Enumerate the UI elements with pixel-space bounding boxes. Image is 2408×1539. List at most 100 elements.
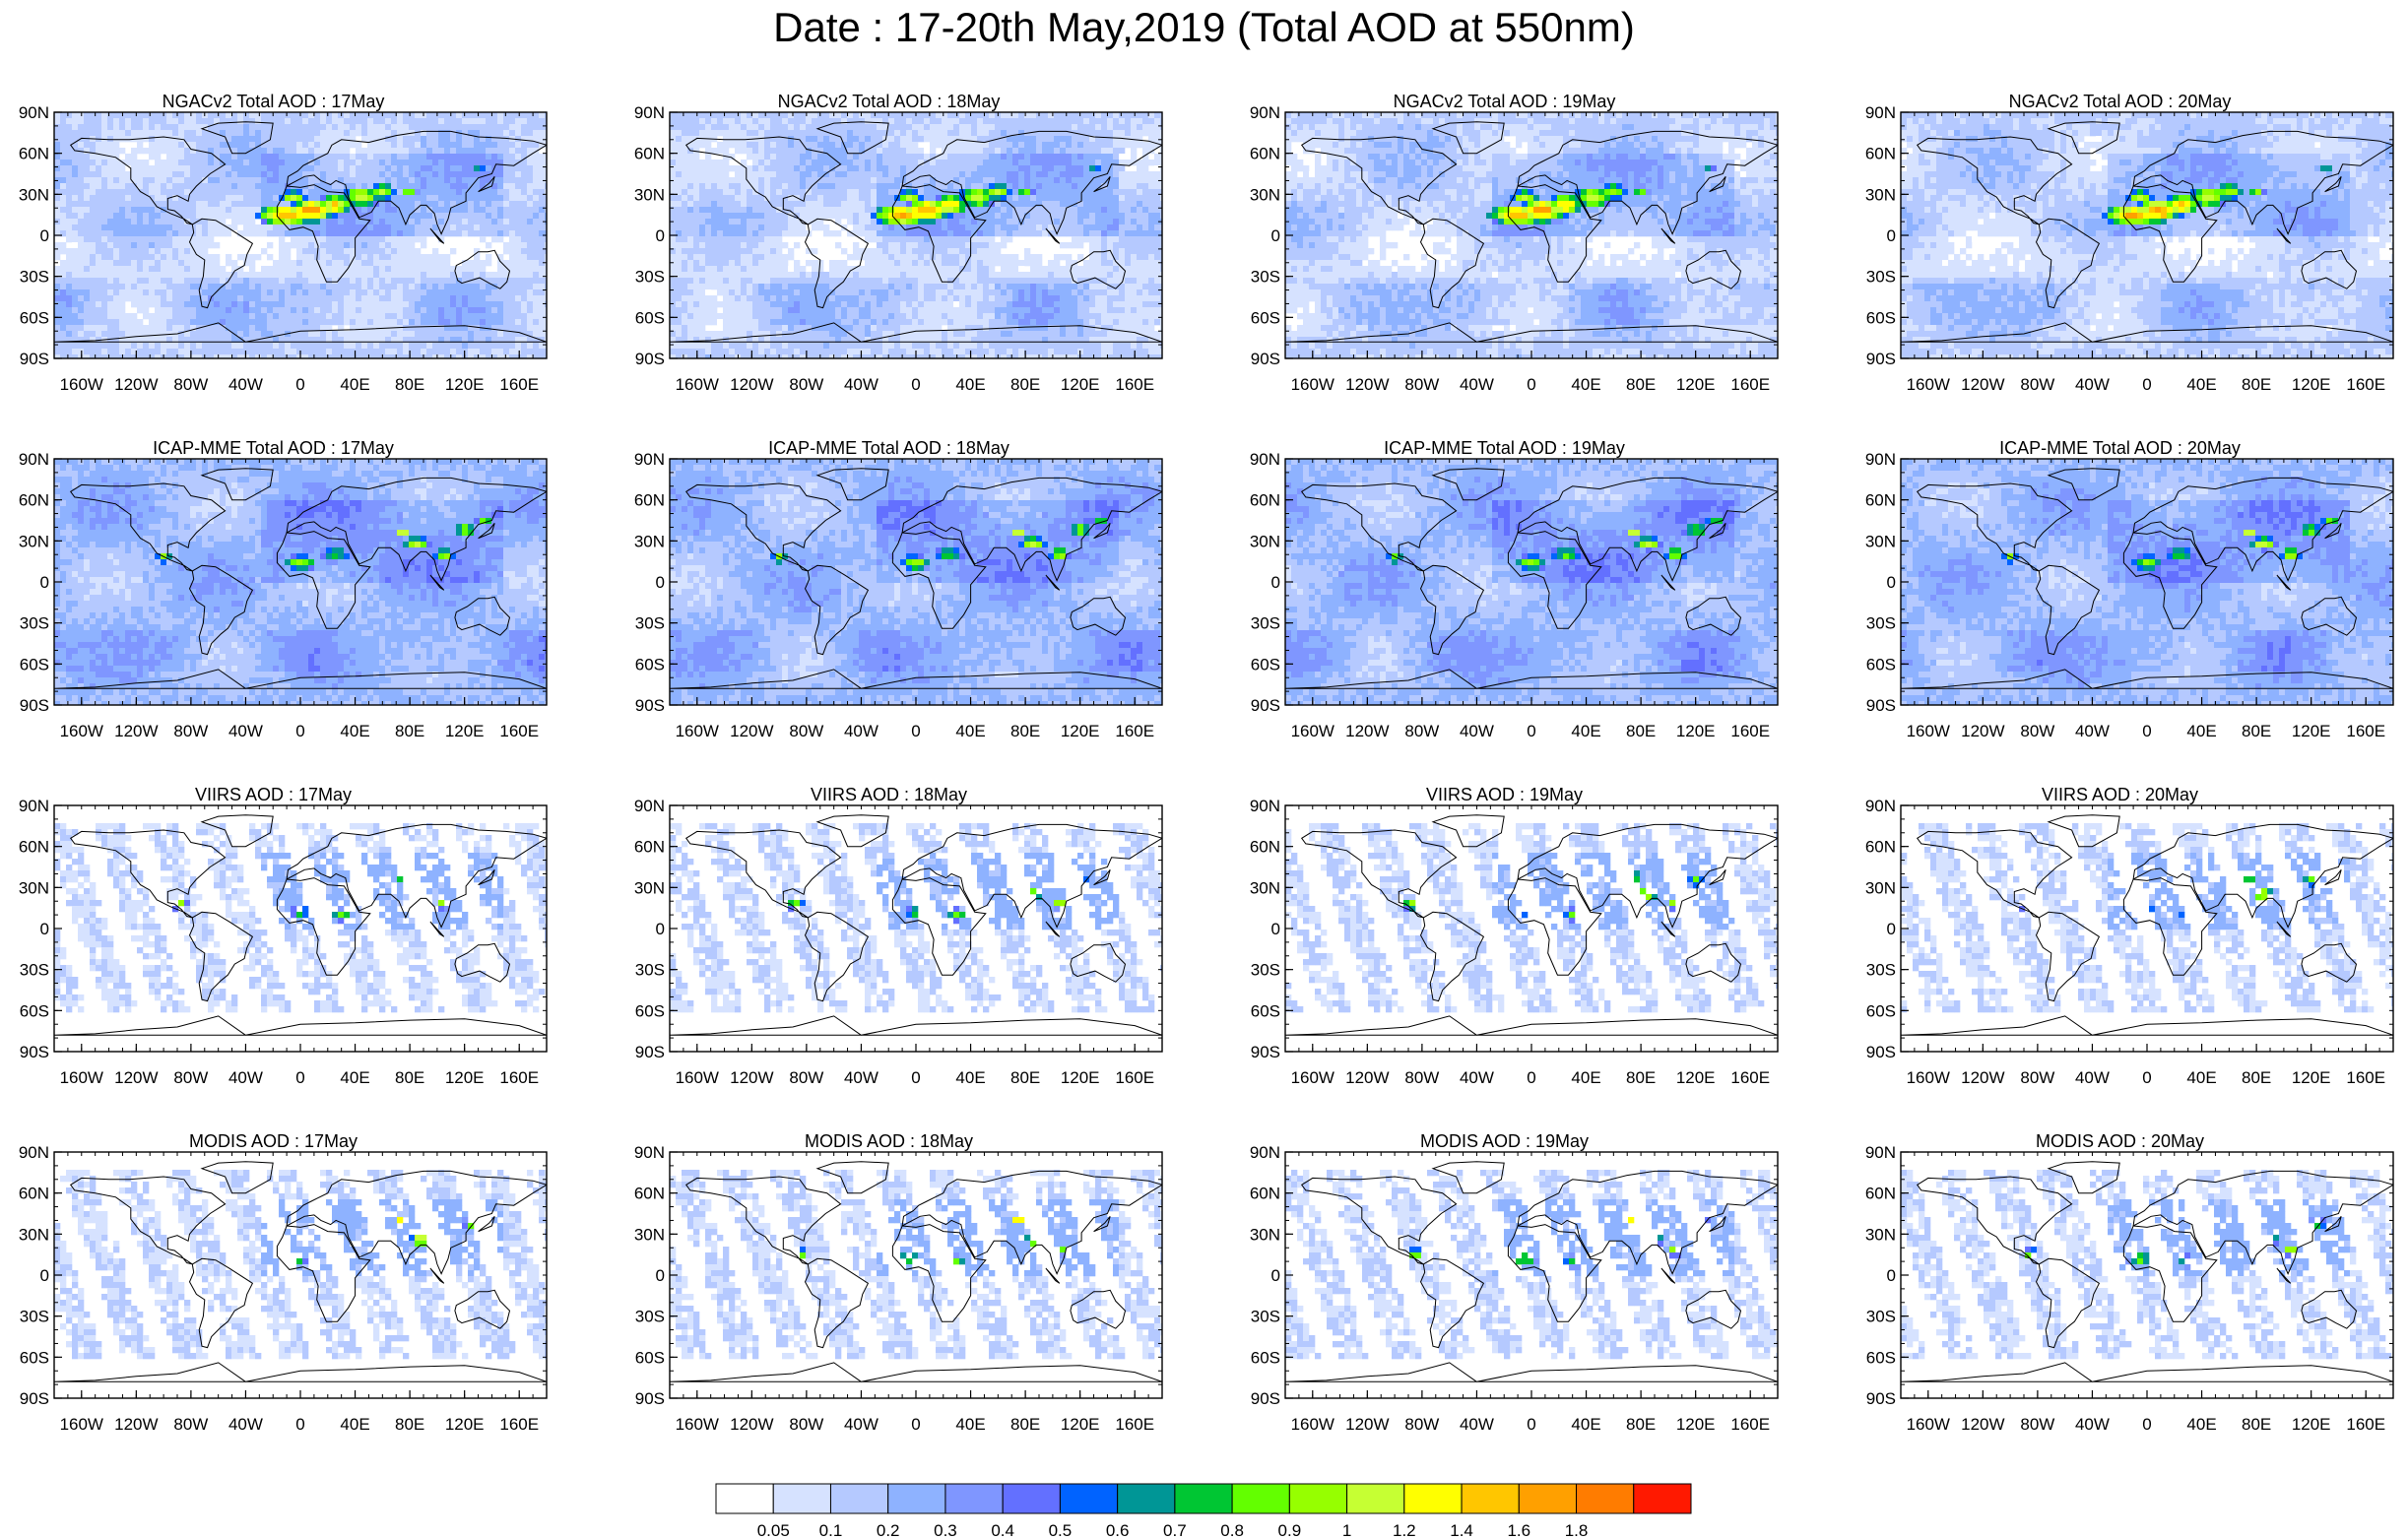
- aod-cell: [533, 165, 540, 172]
- aod-cell: [166, 177, 173, 184]
- aod-cell: [119, 289, 126, 296]
- aod-cell: [361, 319, 368, 326]
- aod-cell: [1072, 136, 1078, 143]
- aod-cell: [361, 189, 368, 196]
- aod-cell: [308, 154, 315, 160]
- aod-cell: [356, 142, 362, 149]
- aod-cell: [865, 207, 872, 214]
- aod-cell: [1048, 154, 1055, 160]
- aod-cell: [800, 183, 807, 190]
- aod-cell: [161, 224, 167, 231]
- aod-cell: [84, 343, 91, 350]
- aod-cell: [474, 230, 481, 237]
- aod-cell: [877, 112, 883, 119]
- aod-cell: [54, 325, 61, 332]
- aod-cell: [285, 219, 292, 225]
- aod-cell: [421, 331, 427, 338]
- aod-cell: [344, 278, 351, 285]
- aod-cell: [509, 313, 516, 320]
- aod-cell: [521, 319, 528, 326]
- aod-cell: [208, 319, 215, 326]
- aod-cell: [178, 307, 185, 314]
- aod-cell: [66, 189, 73, 196]
- aod-cell: [367, 260, 374, 267]
- aod-cell: [497, 331, 504, 338]
- aod-cell: [344, 313, 351, 320]
- aod-cell: [1036, 142, 1043, 149]
- aod-cell: [107, 272, 114, 279]
- aod-cell: [415, 224, 422, 231]
- aod-cell: [480, 301, 487, 308]
- aod-cell: [143, 301, 150, 308]
- aod-cell: [84, 301, 91, 308]
- aod-cell: [273, 118, 280, 125]
- aod-cell: [60, 171, 67, 178]
- aod-cell: [373, 142, 380, 149]
- aod-cell: [865, 124, 872, 131]
- aod-cell: [397, 118, 404, 125]
- aod-cell: [486, 295, 492, 302]
- aod-cell: [326, 112, 333, 119]
- aod-cell: [72, 343, 79, 350]
- aod-cell: [480, 354, 487, 358]
- aod-cell: [1142, 213, 1149, 220]
- aod-cell: [202, 183, 209, 190]
- aod-cell: [965, 142, 972, 149]
- aod-cell: [237, 343, 244, 350]
- aod-cell: [965, 130, 972, 137]
- aod-cell: [54, 224, 61, 231]
- aod-cell: [752, 112, 759, 119]
- aod-cell: [924, 213, 931, 220]
- aod-cell: [1001, 201, 1008, 208]
- aod-cell: [373, 160, 380, 166]
- aod-cell: [503, 177, 510, 184]
- aod-cell: [66, 219, 73, 225]
- aod-cell: [497, 224, 504, 231]
- aod-cell: [397, 349, 404, 355]
- aod-cell: [367, 136, 374, 143]
- aod-cell: [971, 171, 978, 178]
- aod-cell: [220, 154, 227, 160]
- aod-cell: [113, 236, 120, 243]
- aod-cell: [291, 272, 297, 279]
- aod-cell: [450, 142, 457, 149]
- aod-cell: [415, 118, 422, 125]
- aod-cell: [66, 278, 73, 285]
- aod-cell: [131, 165, 138, 172]
- aod-cell: [812, 189, 818, 196]
- aod-cell: [320, 260, 327, 267]
- aod-cell: [503, 224, 510, 231]
- aod-cell: [1048, 136, 1055, 143]
- aod-cell: [877, 136, 883, 143]
- aod-cell: [1001, 189, 1008, 196]
- aod-cell: [178, 171, 185, 178]
- aod-cell: [90, 236, 97, 243]
- aod-cell: [166, 213, 173, 220]
- aod-cell: [409, 213, 416, 220]
- aod-cell: [214, 165, 221, 172]
- aod-cell: [438, 236, 445, 243]
- aod-cell: [273, 201, 280, 208]
- aod-cell: [131, 354, 138, 358]
- aod-cell: [273, 260, 280, 267]
- aod-cell: [302, 272, 309, 279]
- aod-cell: [296, 343, 303, 350]
- aod-cell: [320, 112, 327, 119]
- aod-cell: [96, 260, 102, 267]
- aod-cell: [291, 154, 297, 160]
- aod-cell: [214, 272, 221, 279]
- aod-cell: [84, 112, 91, 119]
- aod-cell: [344, 254, 351, 261]
- aod-cell: [486, 349, 492, 355]
- aod-cell: [474, 272, 481, 279]
- aod-cell: [474, 248, 481, 255]
- aod-cell: [149, 284, 156, 290]
- aod-cell: [847, 142, 854, 149]
- aod-cell: [101, 224, 108, 231]
- aod-cell: [96, 248, 102, 255]
- aod-cell: [936, 154, 943, 160]
- aod-cell: [125, 278, 132, 285]
- aod-cell: [285, 171, 292, 178]
- aod-cell: [296, 354, 303, 358]
- aod-cell: [942, 213, 948, 220]
